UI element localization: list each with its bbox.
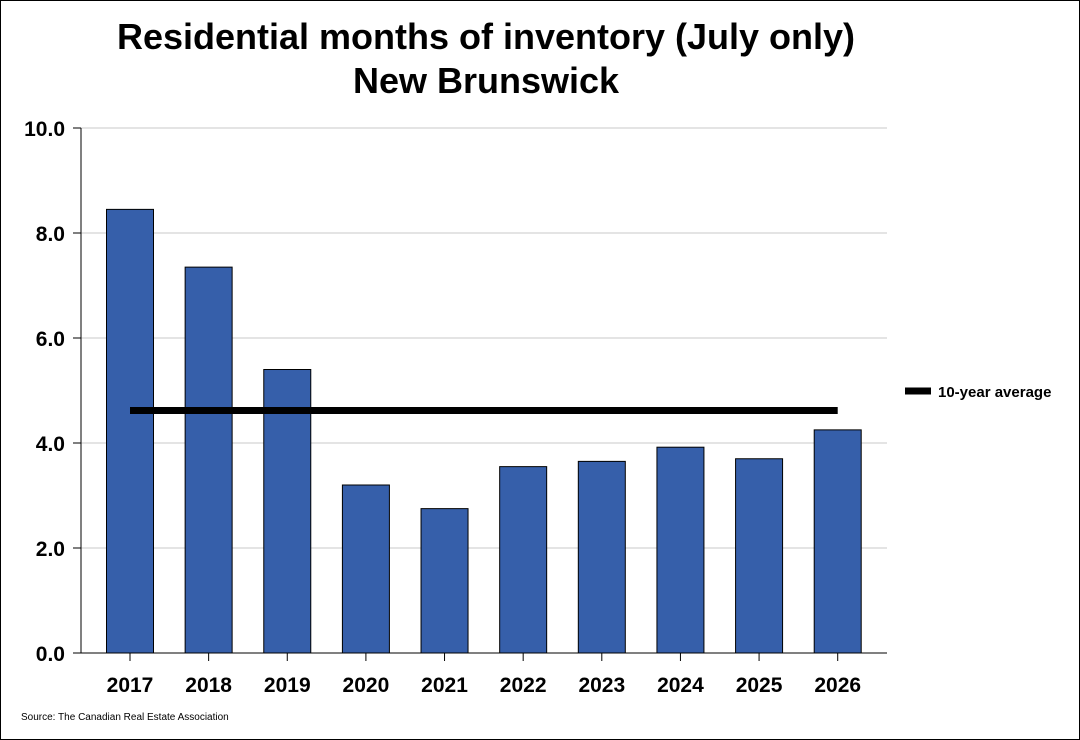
legend-label-10-year-average: 10-year average bbox=[938, 384, 1051, 401]
x-axis-ticks: 2017 2018 2019 2020 2021 2022 2023 2024 2025 2026 bbox=[107, 653, 861, 697]
chart-title-block: Residential months of inventory (July on… bbox=[1, 15, 971, 103]
x-tick-label-2022: 2022 bbox=[500, 674, 547, 697]
bar-2021 bbox=[420, 508, 469, 654]
axes bbox=[80, 128, 887, 654]
x-tick-label-2021: 2021 bbox=[421, 674, 468, 697]
legend: 10-year average bbox=[905, 384, 1051, 401]
y-tick-label-5: 10.0 bbox=[24, 118, 65, 141]
y-tick-label-3: 6.0 bbox=[36, 328, 65, 351]
y-tick-label-0: 0.0 bbox=[36, 643, 65, 666]
y-tick-label-1: 2.0 bbox=[36, 538, 65, 561]
bar-2017 bbox=[106, 208, 154, 654]
x-tick-label-2026: 2026 bbox=[814, 674, 861, 697]
bar-2024 bbox=[656, 446, 705, 654]
x-tick-label-2020: 2020 bbox=[343, 674, 390, 697]
x-tick-label-2023: 2023 bbox=[578, 674, 625, 697]
source-note: Source: The Canadian Real Estate Associa… bbox=[21, 712, 229, 723]
x-tick-label-2024: 2024 bbox=[657, 674, 704, 697]
bar-2025 bbox=[735, 458, 784, 654]
bars bbox=[106, 208, 862, 654]
bar-2023 bbox=[577, 460, 626, 654]
y-axis-ticks: 0.0 2.0 4.0 6.0 8.0 10.0 bbox=[24, 118, 81, 666]
bar-2018 bbox=[184, 266, 233, 654]
chart-title: Residential months of inventory (July on… bbox=[116, 16, 856, 57]
bar-2022 bbox=[499, 466, 548, 654]
y-tick-label-4: 8.0 bbox=[36, 223, 65, 246]
y-tick-label-2: 4.0 bbox=[36, 433, 65, 456]
bar-2019 bbox=[263, 369, 312, 654]
x-tick-label-2025: 2025 bbox=[736, 674, 783, 697]
bar-2026 bbox=[813, 429, 862, 654]
x-tick-label-2017: 2017 bbox=[107, 674, 154, 697]
chart-subtitle: New Brunswick bbox=[352, 60, 620, 101]
bar-2020 bbox=[341, 484, 390, 654]
x-tick-label-2019: 2019 bbox=[264, 674, 311, 697]
x-tick-label-2018: 2018 bbox=[185, 674, 232, 697]
